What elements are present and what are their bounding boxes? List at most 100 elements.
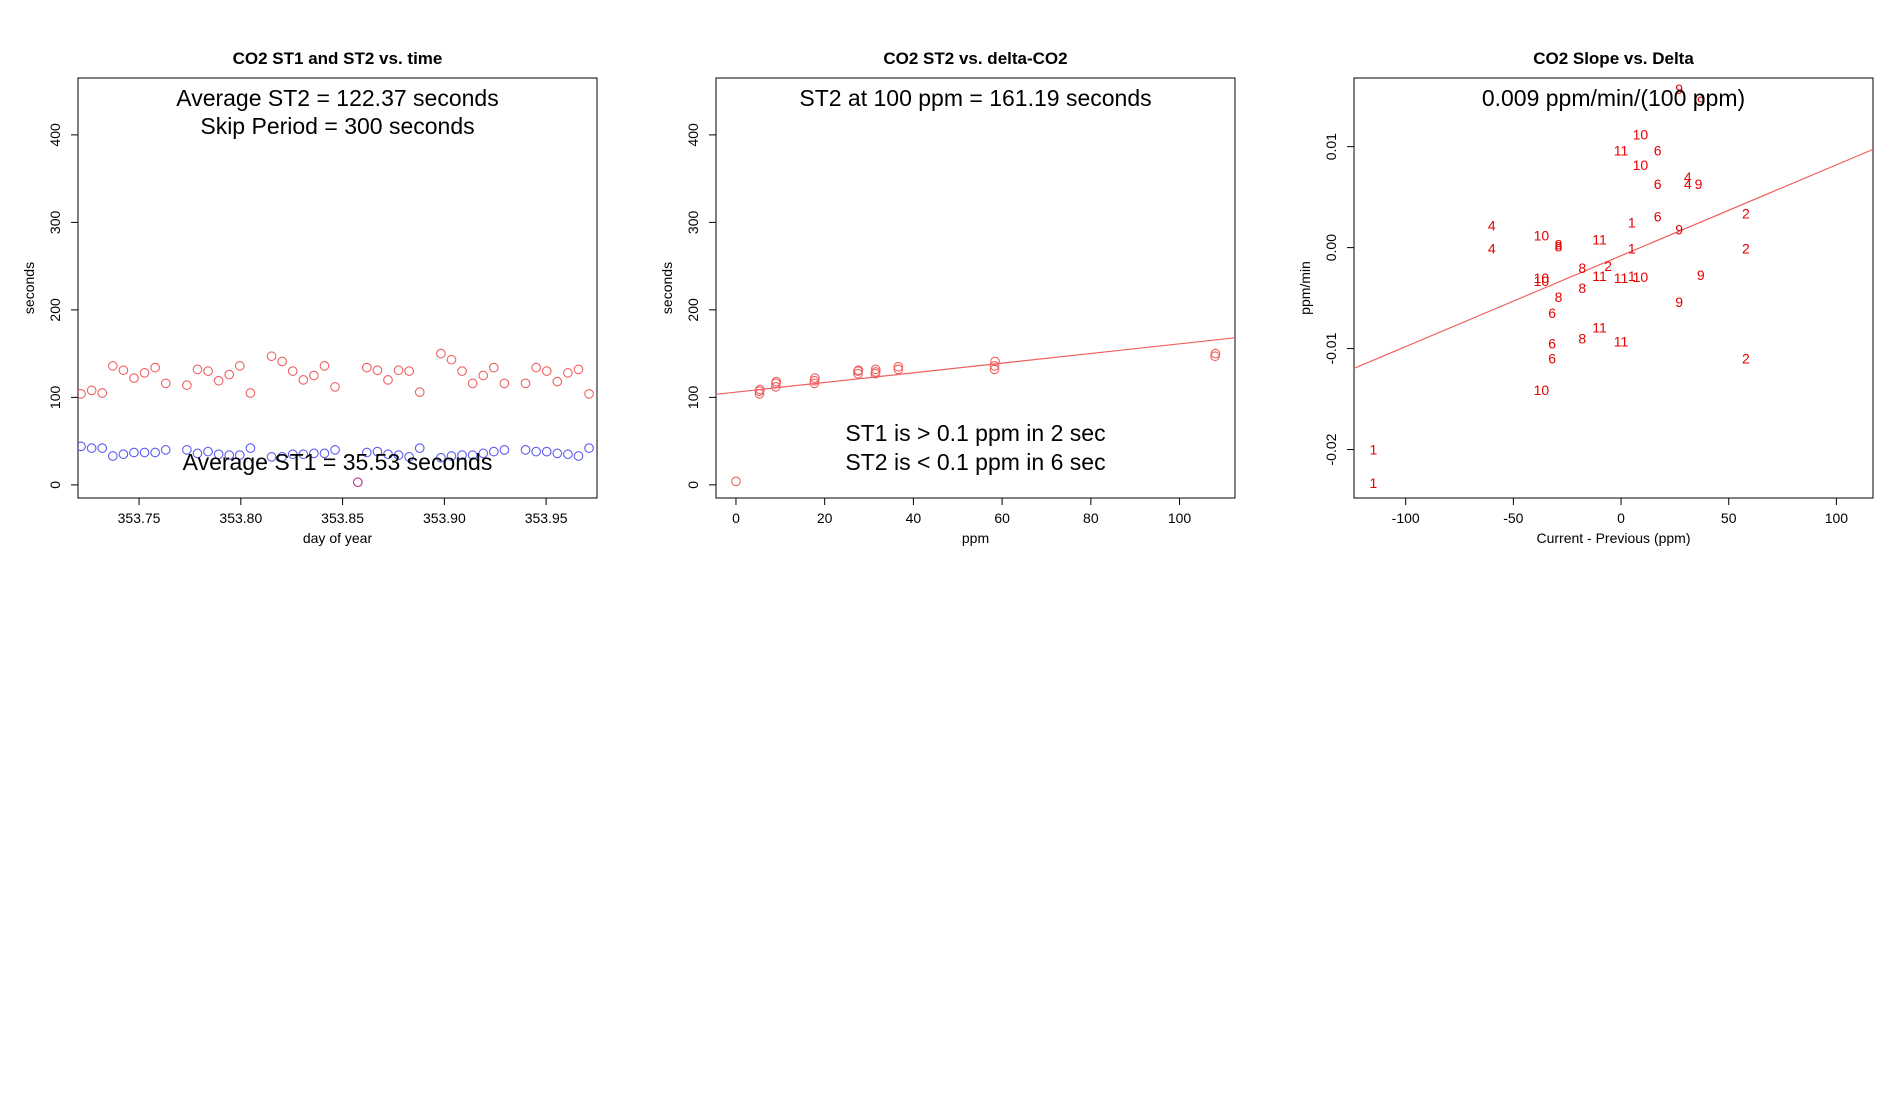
data-point-st1 bbox=[129, 447, 139, 458]
x-tick-label: 80 bbox=[1083, 510, 1099, 526]
chart-annotation: 0.009 ppm/min/(100 ppm) bbox=[1482, 85, 1745, 111]
data-point-st1 bbox=[499, 445, 510, 455]
data-point-st1 bbox=[97, 443, 108, 453]
data-point-st1 bbox=[541, 446, 552, 457]
data-point-st2 bbox=[266, 351, 277, 362]
data-point-label: 11 bbox=[1614, 334, 1629, 350]
data-point bbox=[989, 361, 1000, 371]
data-point-st1 bbox=[245, 443, 256, 453]
x-tick-label: 353.90 bbox=[423, 510, 466, 526]
y-tick-label: 200 bbox=[47, 298, 63, 322]
y-axis-label: ppm/min bbox=[1297, 261, 1313, 315]
data-point-label: 11 bbox=[1592, 319, 1607, 335]
data-point-label: 1 bbox=[1628, 268, 1636, 284]
data-point-label: 6 bbox=[1654, 176, 1662, 192]
y-tick-label: -0.02 bbox=[1323, 433, 1339, 465]
data-point-st2 bbox=[467, 378, 478, 389]
data-point-st2 bbox=[457, 366, 467, 376]
data-point-st1 bbox=[234, 450, 245, 460]
x-axis-label: ppm bbox=[962, 530, 989, 546]
data-point-st2 bbox=[488, 362, 499, 373]
data-point-label: 8 bbox=[1578, 330, 1586, 346]
data-point bbox=[755, 384, 765, 395]
data-point-st2 bbox=[298, 375, 309, 385]
data-point-st1 bbox=[414, 443, 425, 453]
data-point-st1 bbox=[361, 447, 372, 458]
data-point-label: 4 bbox=[1488, 241, 1496, 257]
data-point-st1 bbox=[457, 450, 467, 460]
y-tick-label: 100 bbox=[685, 385, 701, 409]
data-point-st2 bbox=[150, 362, 160, 373]
chart-annotation: Average ST1 = 35.53 seconds bbox=[183, 449, 493, 475]
data-layer bbox=[716, 337, 1235, 487]
chart-annotation: Average ST2 = 122.37 seconds bbox=[176, 85, 498, 111]
chart-annotation: ST1 is > 0.1 ppm in 2 sec bbox=[845, 420, 1105, 446]
data-point-st1 bbox=[520, 445, 531, 455]
data-point-st1 bbox=[203, 446, 213, 457]
data-point-st1 bbox=[160, 445, 171, 455]
data-point-st1 bbox=[86, 443, 97, 453]
chart-title: CO2 ST1 and ST2 vs. time bbox=[233, 49, 443, 68]
data-point-label: 8 bbox=[1578, 260, 1586, 276]
data-point-st2 bbox=[234, 361, 245, 371]
data-point-st2 bbox=[573, 364, 584, 375]
data-point-st1 bbox=[287, 449, 298, 460]
data-point-st2 bbox=[414, 387, 425, 397]
data-point-st2 bbox=[319, 361, 330, 371]
data-point-st2 bbox=[224, 369, 235, 380]
data-point-st2 bbox=[393, 365, 404, 376]
data-point bbox=[893, 361, 904, 372]
data-point-label: 6 bbox=[1548, 305, 1556, 321]
data-point-st2 bbox=[531, 362, 541, 373]
regression-line bbox=[1354, 148, 1873, 369]
data-point bbox=[853, 365, 864, 376]
data-point-st1 bbox=[213, 449, 224, 460]
chart-panel-2: CO2 ST2 vs. delta-CO2 0 20 40 60 80 100 ppm 0 100… bbox=[659, 49, 1236, 546]
data-point bbox=[771, 376, 782, 387]
data-point-label: 1 bbox=[1369, 475, 1377, 491]
data-point-st1 bbox=[393, 450, 404, 460]
x-tick-label: 353.80 bbox=[219, 510, 262, 526]
data-point-label: 9 bbox=[1675, 294, 1683, 310]
data-point-st1 bbox=[118, 449, 129, 460]
data-point-st2 bbox=[287, 366, 298, 376]
y-tick-label: 400 bbox=[685, 123, 701, 147]
data-point-st2 bbox=[404, 366, 414, 376]
y-tick-label: 0 bbox=[685, 481, 701, 489]
data-point-label: 11 bbox=[1614, 270, 1629, 286]
x-tick-label: 0 bbox=[1617, 510, 1625, 526]
data-point-label: 10 bbox=[1633, 157, 1649, 173]
data-point-st2 bbox=[541, 366, 552, 376]
chart-annotation: ST2 at 100 ppm = 161.19 seconds bbox=[799, 85, 1151, 111]
x-tick-label: 100 bbox=[1168, 510, 1192, 526]
data-point-st2 bbox=[563, 368, 573, 378]
data-point-st1 bbox=[319, 448, 330, 459]
y-axis-label: seconds bbox=[21, 262, 37, 314]
data-point-label: 9 bbox=[1697, 267, 1705, 283]
data-point bbox=[810, 373, 820, 383]
chart-annotation: ST2 is < 0.1 ppm in 6 sec bbox=[845, 449, 1105, 475]
y-tick-label: 400 bbox=[47, 123, 63, 147]
data-point-st2 bbox=[309, 370, 319, 381]
data-point-st2 bbox=[97, 388, 108, 398]
data-point-st1 bbox=[330, 445, 340, 455]
y-tick-label: 0 bbox=[47, 481, 63, 489]
data-point-label: 9 bbox=[1697, 93, 1705, 109]
data-point bbox=[771, 382, 781, 392]
data-point-st1 bbox=[531, 446, 541, 457]
data-point-label: 1 bbox=[1628, 214, 1636, 230]
data-point-label: 9 bbox=[1675, 221, 1683, 237]
data-point bbox=[989, 364, 1000, 375]
chart-annotation: Skip Period = 300 seconds bbox=[200, 113, 474, 139]
data-point-label: 8 bbox=[1555, 289, 1563, 305]
y-tick-label: 0.00 bbox=[1323, 234, 1339, 261]
data-point-st1 bbox=[277, 452, 287, 462]
data-point-label: 8 bbox=[1555, 237, 1563, 253]
data-point-st1 bbox=[383, 449, 393, 460]
data-point-label: 8 bbox=[1578, 280, 1586, 296]
data-point bbox=[754, 389, 765, 399]
data-point-st2 bbox=[78, 389, 86, 399]
y-tick-label: 300 bbox=[47, 210, 63, 234]
data-point-label: 10 bbox=[1534, 382, 1550, 398]
